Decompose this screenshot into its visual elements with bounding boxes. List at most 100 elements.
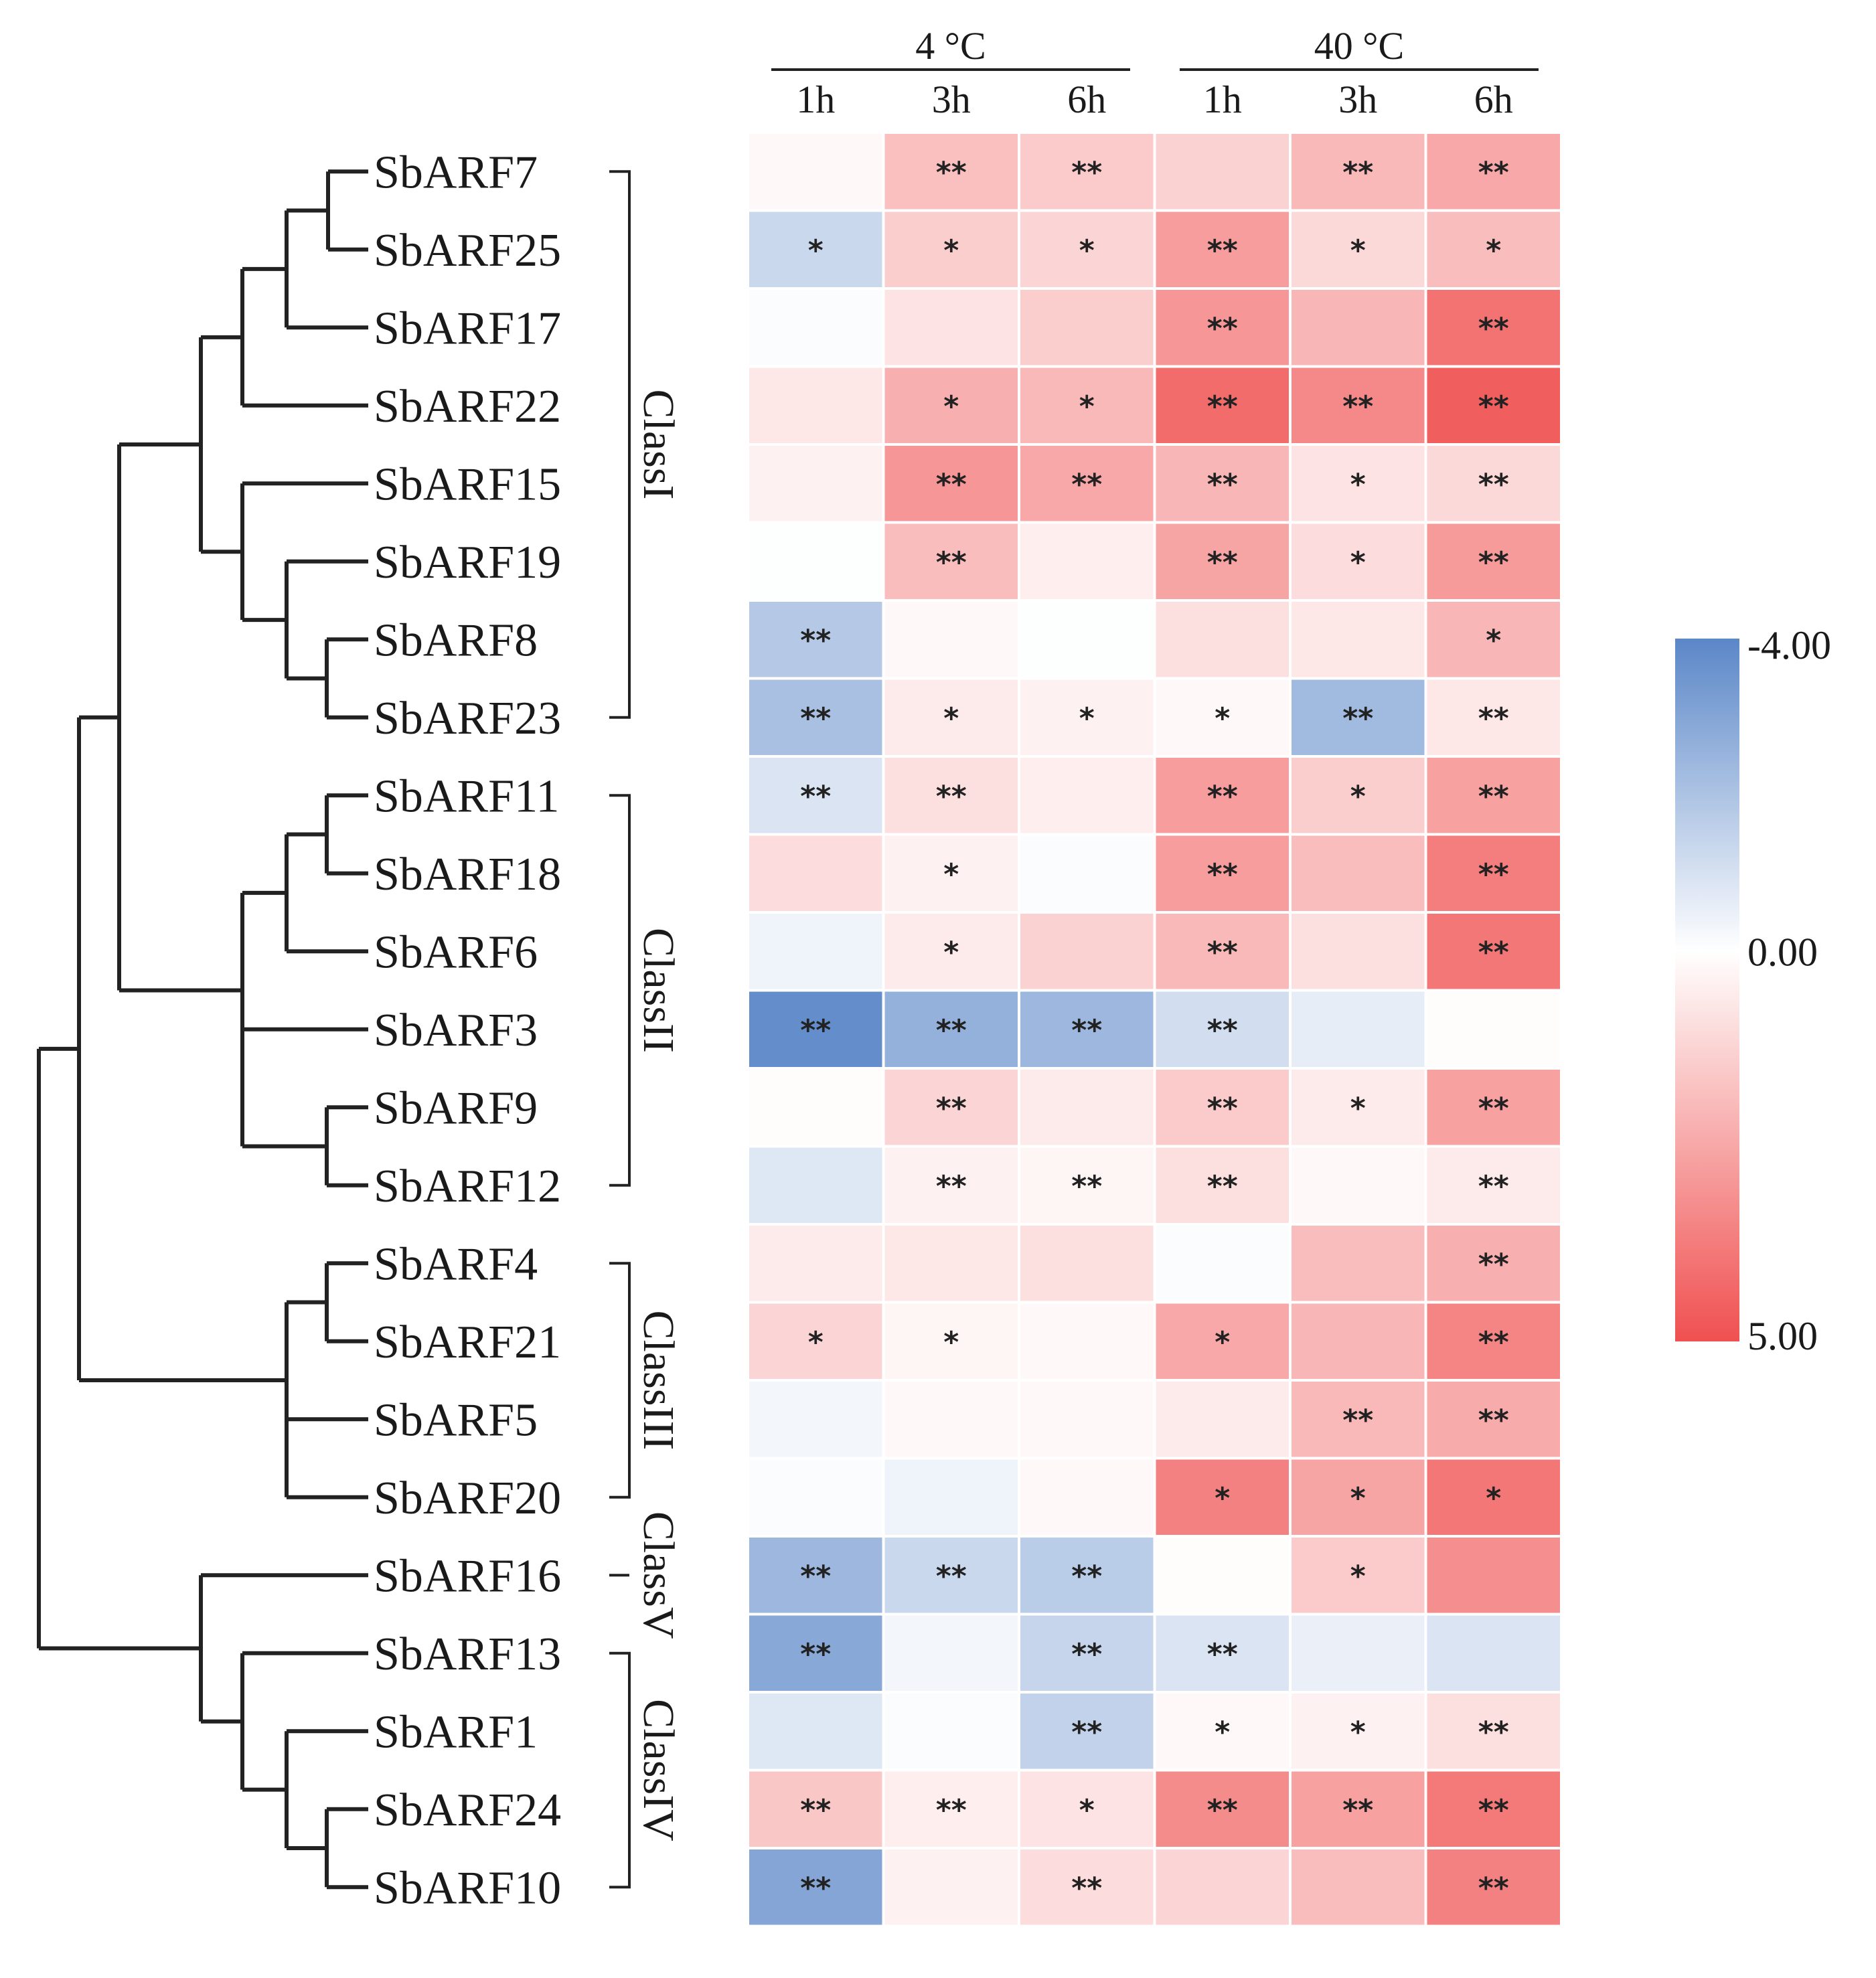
gene-label: SbARF9 xyxy=(374,1082,538,1134)
significance-mark: ** xyxy=(1342,390,1373,424)
heatmap-cell xyxy=(747,521,885,602)
gene-label: SbARF3 xyxy=(374,1005,538,1056)
significance-mark: ** xyxy=(1207,546,1238,580)
heatmap-cell xyxy=(1289,1145,1427,1226)
heatmap-cell xyxy=(1424,287,1563,368)
significance-mark: ** xyxy=(1478,702,1509,736)
heatmap-cell xyxy=(1018,1847,1156,1928)
heatmap-cell xyxy=(1289,443,1427,524)
heatmap-cell xyxy=(1153,911,1292,992)
significance-mark: ** xyxy=(1342,155,1373,189)
gene-label: SbARF22 xyxy=(374,381,561,432)
legend-max-label: 5.00 xyxy=(1747,1314,1818,1358)
significance-mark: ** xyxy=(1478,1325,1509,1359)
gene-label: SbARF21 xyxy=(374,1317,561,1368)
gene-label: SbARF6 xyxy=(374,926,538,978)
significance-mark: ** xyxy=(936,1091,967,1125)
significance-mark: ** xyxy=(1071,1637,1102,1671)
column-label: 3h xyxy=(1338,78,1377,121)
heatmap-cell xyxy=(1289,833,1427,914)
gene-label: SbARF24 xyxy=(374,1785,561,1836)
heatmap-cell xyxy=(882,755,1020,836)
gene-label: SbARF19 xyxy=(374,537,561,588)
heatmap-cell xyxy=(747,1691,885,1772)
class-brackets xyxy=(609,170,631,1889)
heatmap-cell xyxy=(1018,1301,1156,1382)
heatmap-cell xyxy=(1424,521,1563,602)
gene-label: SbARF20 xyxy=(374,1473,561,1524)
heatmap-cell xyxy=(882,443,1020,524)
heatmap-cell xyxy=(882,365,1020,446)
significance-mark: ** xyxy=(1342,1793,1373,1827)
class-label: ClassIV xyxy=(634,1699,683,1841)
class-label: ClassV xyxy=(634,1511,683,1639)
heatmap-cell xyxy=(1289,1301,1427,1382)
heatmap-cell xyxy=(747,833,885,914)
gene-label: SbARF13 xyxy=(374,1629,561,1680)
heatmap-cell xyxy=(1153,1535,1292,1616)
significance-mark: * xyxy=(1486,1481,1501,1515)
heatmap-cell xyxy=(882,1145,1020,1226)
significance-mark: ** xyxy=(1478,1871,1509,1905)
significance-mark: * xyxy=(943,935,959,969)
heatmap-cell xyxy=(1018,1223,1156,1304)
heatmap-cell xyxy=(1018,1067,1156,1148)
significance-mark: * xyxy=(1350,1715,1366,1749)
gene-label: SbARF15 xyxy=(374,459,561,510)
significance-mark: * xyxy=(808,234,824,268)
heatmap-cell xyxy=(747,1457,885,1538)
heatmap-cell xyxy=(1289,1613,1427,1694)
significance-mark: ** xyxy=(1207,234,1238,268)
significance-mark: ** xyxy=(1207,857,1238,892)
heatmap-cell xyxy=(882,287,1020,368)
significance-mark: * xyxy=(1350,234,1366,268)
heatmap-cell xyxy=(747,287,885,368)
legend-color-bar xyxy=(1675,639,1739,1341)
significance-mark: ** xyxy=(936,1793,967,1827)
heatmap-cell xyxy=(1424,1301,1563,1382)
significance-mark: * xyxy=(943,857,959,892)
gene-label: SbARF4 xyxy=(374,1238,538,1290)
heatmap-cell xyxy=(1018,677,1156,758)
significance-mark: * xyxy=(1079,390,1095,424)
heatmap-cell xyxy=(1424,1457,1563,1538)
gene-label: SbARF18 xyxy=(374,849,561,900)
heatmap-cell xyxy=(1018,989,1156,1070)
significance-mark: * xyxy=(1350,1559,1366,1593)
significance-mark: ** xyxy=(1071,1559,1102,1593)
significance-mark: ** xyxy=(1478,1091,1509,1125)
class-bracket xyxy=(609,1651,631,1889)
significance-mark: ** xyxy=(936,546,967,580)
significance-mark: ** xyxy=(1207,1637,1238,1671)
significance-mark: ** xyxy=(936,1559,967,1593)
heatmap-cell xyxy=(882,1613,1020,1694)
heatmap-cell xyxy=(747,1145,885,1226)
heatmap-cell xyxy=(1424,677,1563,758)
significance-mark: * xyxy=(1215,1715,1230,1749)
heatmap-cell xyxy=(747,1067,885,1148)
significance-mark: ** xyxy=(1207,1793,1238,1827)
significance-mark: ** xyxy=(1071,1169,1102,1204)
significance-mark: * xyxy=(1350,779,1366,813)
significance-mark: ** xyxy=(1478,390,1509,424)
significance-mark: * xyxy=(1215,702,1230,736)
significance-mark: * xyxy=(1350,1091,1366,1125)
heatmap-cell xyxy=(1153,521,1292,602)
gene-label: SbARF10 xyxy=(374,1862,561,1914)
class-bracket xyxy=(609,1262,631,1499)
heatmap-cell xyxy=(747,443,885,524)
column-label: 6h xyxy=(1067,78,1106,121)
heatmap-cell xyxy=(882,1691,1020,1772)
heatmap-cell xyxy=(1153,1379,1292,1460)
heatmap-cell xyxy=(747,677,885,758)
heatmap-cell xyxy=(1018,755,1156,836)
significance-mark: * xyxy=(1215,1481,1230,1515)
significance-mark: ** xyxy=(800,623,831,657)
gene-label: SbARF25 xyxy=(374,225,561,276)
significance-mark: * xyxy=(943,390,959,424)
significance-mark: ** xyxy=(1071,1013,1102,1048)
gene-label: SbARF16 xyxy=(374,1550,561,1602)
class-label: ClassIII xyxy=(634,1311,683,1451)
significance-mark: ** xyxy=(936,155,967,189)
heatmap-grid: ** ** ** *** * * ** * *** *** * ** ** **** ** ** * **** **… xyxy=(747,131,1563,1928)
